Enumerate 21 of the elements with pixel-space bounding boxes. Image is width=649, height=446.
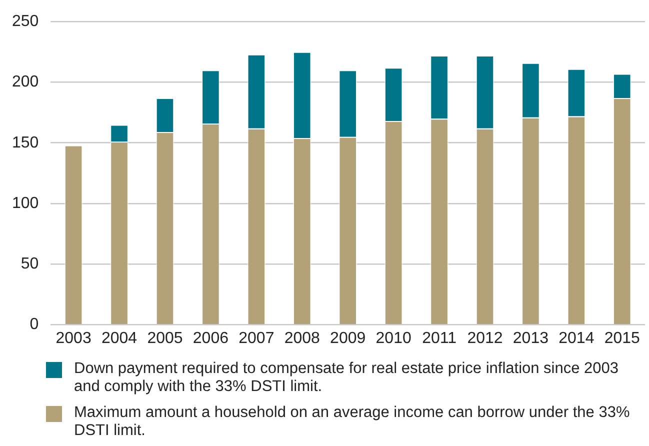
x-tick-label: 2006	[192, 330, 229, 347]
legend-label: Maximum amount a household on an average income can borrow under the 33% DSTI limit.	[74, 404, 631, 440]
x-tick-label: 2007	[238, 330, 274, 347]
x-tick-label: 2012	[467, 330, 503, 347]
x-tick-label: 2015	[604, 330, 640, 347]
x-tick-label: 2003	[56, 330, 92, 347]
x-tick-label: 2014	[558, 330, 594, 347]
x-tick-label: 2013	[512, 330, 549, 347]
y-tick-label: 250	[12, 13, 39, 30]
x-tick-label: 2008	[284, 330, 320, 347]
x-tick-label: 2009	[330, 330, 366, 347]
x-tick-label: 2005	[147, 330, 183, 347]
y-tick-label: 50	[20, 256, 39, 273]
legend-label: Down payment required to compensate for real estate price inflation since 2003 and comply with the 33% DSTI limit.	[74, 360, 620, 396]
x-tick-label: 2010	[376, 330, 412, 347]
y-tick-label: 200	[12, 74, 39, 91]
y-tick-label: 100	[12, 194, 39, 212]
x-tick-label: 2011	[422, 330, 457, 347]
x-tick-label: 2004	[101, 330, 138, 347]
y-tick-label: 0	[30, 316, 39, 334]
y-tick-label: 150	[12, 134, 39, 152]
